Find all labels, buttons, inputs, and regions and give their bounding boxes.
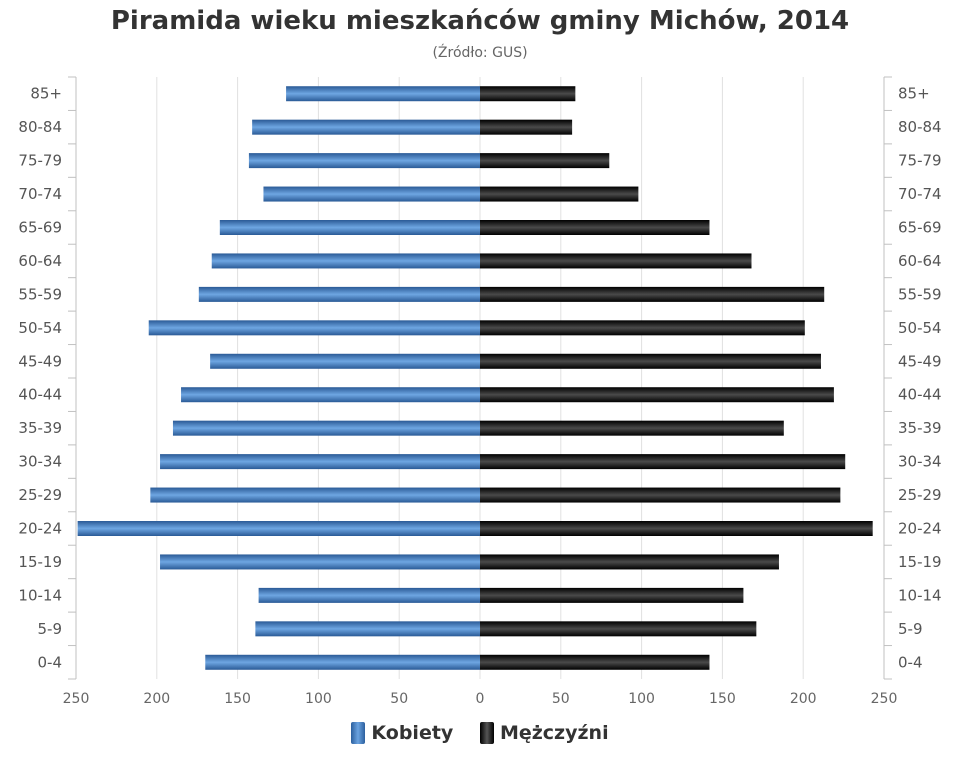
chart-title: Piramida wieku mieszkańców gminy Michów,… [110, 6, 850, 36]
bar-kobiety[interactable] [172, 420, 480, 436]
x-tick-label: 250 [871, 691, 898, 707]
x-tick-label: 200 [790, 691, 817, 707]
bar-kobiety[interactable] [248, 153, 480, 169]
bar-mezczyzni[interactable] [480, 186, 639, 202]
bar-mezczyzni[interactable] [480, 253, 752, 269]
bar-kobiety[interactable] [77, 521, 480, 536]
bar-kobiety[interactable] [160, 554, 481, 570]
x-tick-label: 100 [305, 691, 332, 707]
y-tick-label-right: 80-84 [898, 118, 942, 136]
bar-kobiety[interactable] [198, 286, 481, 302]
y-tick-label-right: 10-14 [898, 586, 942, 604]
y-tick-label-left: 75-79 [18, 152, 62, 170]
y-tick-label-left: 40-44 [18, 386, 62, 404]
x-tick-label: 100 [628, 691, 655, 707]
bar-kobiety[interactable] [150, 487, 480, 503]
legend-swatch-mezczyzni [479, 722, 494, 744]
y-tick-label-left: 35-39 [18, 419, 62, 437]
x-tick-label: 250 [63, 691, 90, 707]
bar-mezczyzni[interactable] [480, 521, 873, 536]
y-tick-label-right: 55-59 [898, 285, 942, 303]
bar-mezczyzni[interactable] [480, 420, 784, 436]
legend-label-kobiety: Kobiety [371, 722, 454, 744]
bar-mezczyzni[interactable] [480, 320, 805, 336]
y-tick-label-left: 25-29 [18, 486, 62, 504]
y-tick-label-right: 40-44 [898, 386, 942, 404]
y-tick-label-left: 30-34 [18, 453, 62, 471]
bar-mezczyzni[interactable] [480, 153, 610, 169]
y-tick-label-left: 5-9 [38, 620, 63, 638]
y-tick-label-left: 70-74 [18, 185, 62, 203]
legend-item-mezczyzni[interactable]: Mężczyźni [479, 722, 609, 744]
bar-mezczyzni[interactable] [480, 86, 576, 102]
y-tick-label-left: 10-14 [18, 586, 62, 604]
y-tick-label-right: 75-79 [898, 152, 942, 170]
bar-mezczyzni[interactable] [480, 487, 841, 503]
bar-kobiety[interactable] [148, 320, 480, 336]
bar-kobiety[interactable] [181, 387, 481, 403]
bar-kobiety[interactable] [211, 253, 480, 269]
bar-kobiety[interactable] [263, 186, 480, 202]
bar-kobiety[interactable] [255, 621, 480, 637]
y-tick-label-right: 65-69 [898, 219, 942, 237]
y-tick-label-left: 85+ [30, 85, 62, 103]
y-tick-label-right: 50-54 [898, 319, 942, 337]
legend-swatch-kobiety [351, 722, 366, 744]
y-tick-label-right: 20-24 [898, 520, 942, 538]
y-tick-label-right: 45-49 [898, 352, 942, 370]
y-tick-label-left: 45-49 [18, 352, 62, 370]
x-tick-label: 150 [709, 691, 736, 707]
bar-mezczyzni[interactable] [480, 554, 779, 570]
bar-kobiety[interactable] [160, 454, 481, 470]
bar-mezczyzni[interactable] [480, 220, 710, 235]
chart-legend: Kobiety Mężczyźni [0, 722, 960, 749]
y-tick-label-right: 0-4 [898, 653, 923, 671]
bar-kobiety[interactable] [210, 353, 481, 369]
y-tick-label-left: 65-69 [18, 219, 62, 237]
y-tick-label-left: 15-19 [18, 553, 62, 571]
x-tick-label: 50 [390, 691, 408, 707]
x-tick-label: 150 [224, 691, 251, 707]
bar-mezczyzni[interactable] [480, 387, 834, 403]
y-tick-label-right: 30-34 [898, 453, 942, 471]
legend-item-kobiety[interactable]: Kobiety [351, 722, 453, 744]
bar-mezczyzni[interactable] [480, 621, 757, 637]
bar-kobiety[interactable] [252, 119, 480, 135]
y-tick-label-left: 60-64 [18, 252, 62, 270]
y-tick-label-right: 35-39 [898, 419, 942, 437]
y-tick-label-right: 60-64 [898, 252, 942, 270]
bar-kobiety[interactable] [258, 587, 480, 603]
bar-kobiety[interactable] [219, 220, 480, 235]
bar-kobiety[interactable] [205, 654, 480, 670]
y-tick-label-right: 15-19 [898, 553, 942, 571]
population-pyramid-chart: 250 200 150 100 50 0 50 100 150 200 250 85+ 85+ 80-84… [18, 76, 942, 707]
y-tick-label-left: 55-59 [18, 285, 62, 303]
y-tick-label-left: 0-4 [38, 653, 63, 671]
bar-mezczyzni[interactable] [480, 587, 744, 603]
legend-label-mezczyzni: Mężczyźni [499, 722, 609, 744]
x-tick-label: 50 [552, 691, 570, 707]
bar-mezczyzni[interactable] [480, 454, 846, 470]
bar-mezczyzni[interactable] [480, 353, 821, 369]
bar-mezczyzni[interactable] [480, 654, 710, 670]
bar-mezczyzni[interactable] [480, 119, 573, 135]
y-tick-label-left: 50-54 [18, 319, 62, 337]
y-tick-label-right: 5-9 [898, 620, 923, 638]
x-tick-label: 0 [476, 691, 485, 707]
bar-kobiety[interactable] [286, 86, 480, 102]
bar-mezczyzni[interactable] [480, 286, 825, 302]
chart-subtitle: (Źródło: GUS) [432, 45, 528, 61]
x-tick-label: 200 [143, 691, 170, 707]
y-tick-label-right: 85+ [898, 85, 930, 103]
y-tick-label-right: 25-29 [898, 486, 942, 504]
y-tick-label-left: 20-24 [18, 520, 62, 538]
y-tick-label-left: 80-84 [18, 118, 62, 136]
y-tick-label-right: 70-74 [898, 185, 942, 203]
